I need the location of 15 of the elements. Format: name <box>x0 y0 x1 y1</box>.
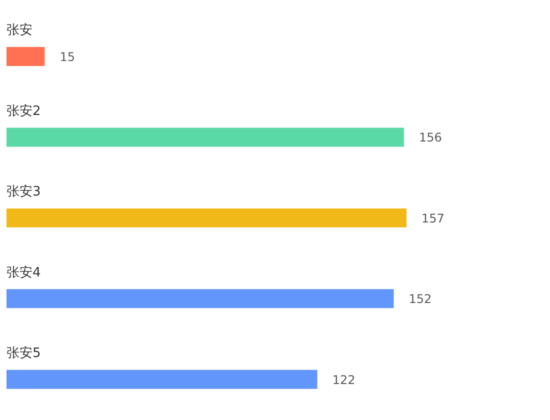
data-label: 157 <box>422 211 444 226</box>
data-label: 156 <box>418 130 442 145</box>
y-tick-label: 张安3 <box>6 184 41 200</box>
y-tick-label: 张安2 <box>6 102 41 119</box>
bar <box>6 47 45 66</box>
data-label: 152 <box>408 292 432 306</box>
bar <box>6 128 404 147</box>
bar <box>6 370 318 389</box>
y-tick-label: 张安5 <box>6 345 41 362</box>
bar <box>6 289 394 308</box>
y-tick-label: 张安4 <box>6 264 41 280</box>
data-label: 15 <box>60 50 75 64</box>
data-label: 122 <box>332 372 356 387</box>
y-tick-label: 张安 <box>6 22 32 38</box>
bar <box>6 208 406 228</box>
